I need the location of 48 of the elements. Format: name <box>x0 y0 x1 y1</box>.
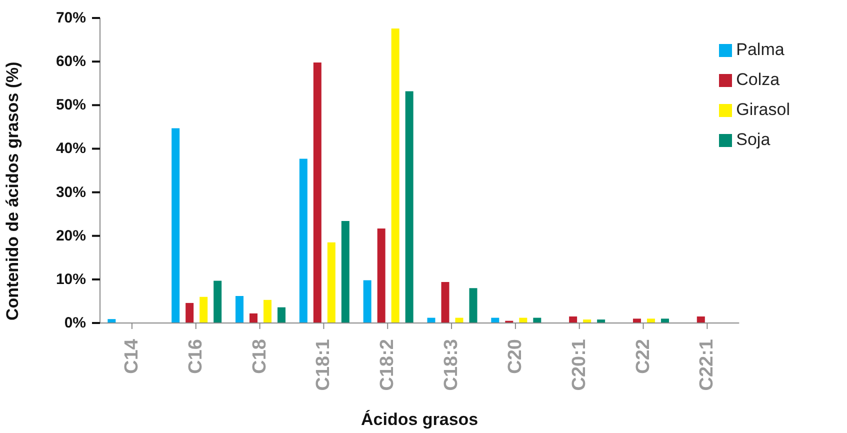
bar <box>327 242 336 323</box>
bar <box>264 300 272 323</box>
legend-label: Palma <box>736 40 784 59</box>
bar <box>172 128 180 323</box>
y-tick-label: 40% <box>56 140 86 158</box>
y-tick-label: 60% <box>56 53 86 70</box>
bar <box>391 28 400 323</box>
x-tick-label: C18:2 <box>377 339 398 391</box>
x-axis-title: Ácidos grasos <box>360 409 478 429</box>
x-tick-label: C14 <box>121 338 142 374</box>
bar <box>469 288 478 323</box>
bar <box>200 296 208 323</box>
x-tick-label: C18:1 <box>313 338 334 391</box>
bar <box>108 319 116 323</box>
y-axis-title: Contenido de ácidos grasos (%) <box>3 62 22 320</box>
bar <box>278 307 286 323</box>
bar <box>363 280 372 323</box>
legend-label: Girasol <box>736 100 790 119</box>
bar <box>236 296 244 323</box>
bar <box>405 91 414 323</box>
legend-label: Colza <box>736 70 780 89</box>
x-tick-label: C18:3 <box>441 339 462 391</box>
x-tick-label: C22 <box>632 339 654 374</box>
x-tick-label: C18 <box>249 339 270 374</box>
bar <box>646 318 655 323</box>
bar <box>186 302 194 323</box>
y-tick-label: 10% <box>56 270 86 288</box>
x-tick-label: C22:1 <box>696 338 718 391</box>
y-tick-label: 50% <box>56 96 86 114</box>
x-tick-label: C20:1 <box>568 338 590 391</box>
bar <box>377 228 386 323</box>
legend-label: Soja <box>736 130 770 149</box>
y-tick-label: 20% <box>56 227 86 244</box>
x-tick-label: C16 <box>185 339 206 374</box>
bar <box>569 316 578 323</box>
bar <box>660 318 669 323</box>
bar <box>696 316 705 323</box>
x-tick-label: C20 <box>504 339 526 374</box>
bar <box>250 313 258 323</box>
y-tick-label: 0% <box>64 314 86 332</box>
bar <box>299 158 308 323</box>
bar <box>214 280 222 323</box>
bar <box>313 62 322 323</box>
y-tick-label: 30% <box>56 184 86 201</box>
bar <box>441 282 450 323</box>
bar <box>341 221 350 323</box>
bar <box>632 318 641 323</box>
y-tick-label: 70% <box>56 10 86 26</box>
